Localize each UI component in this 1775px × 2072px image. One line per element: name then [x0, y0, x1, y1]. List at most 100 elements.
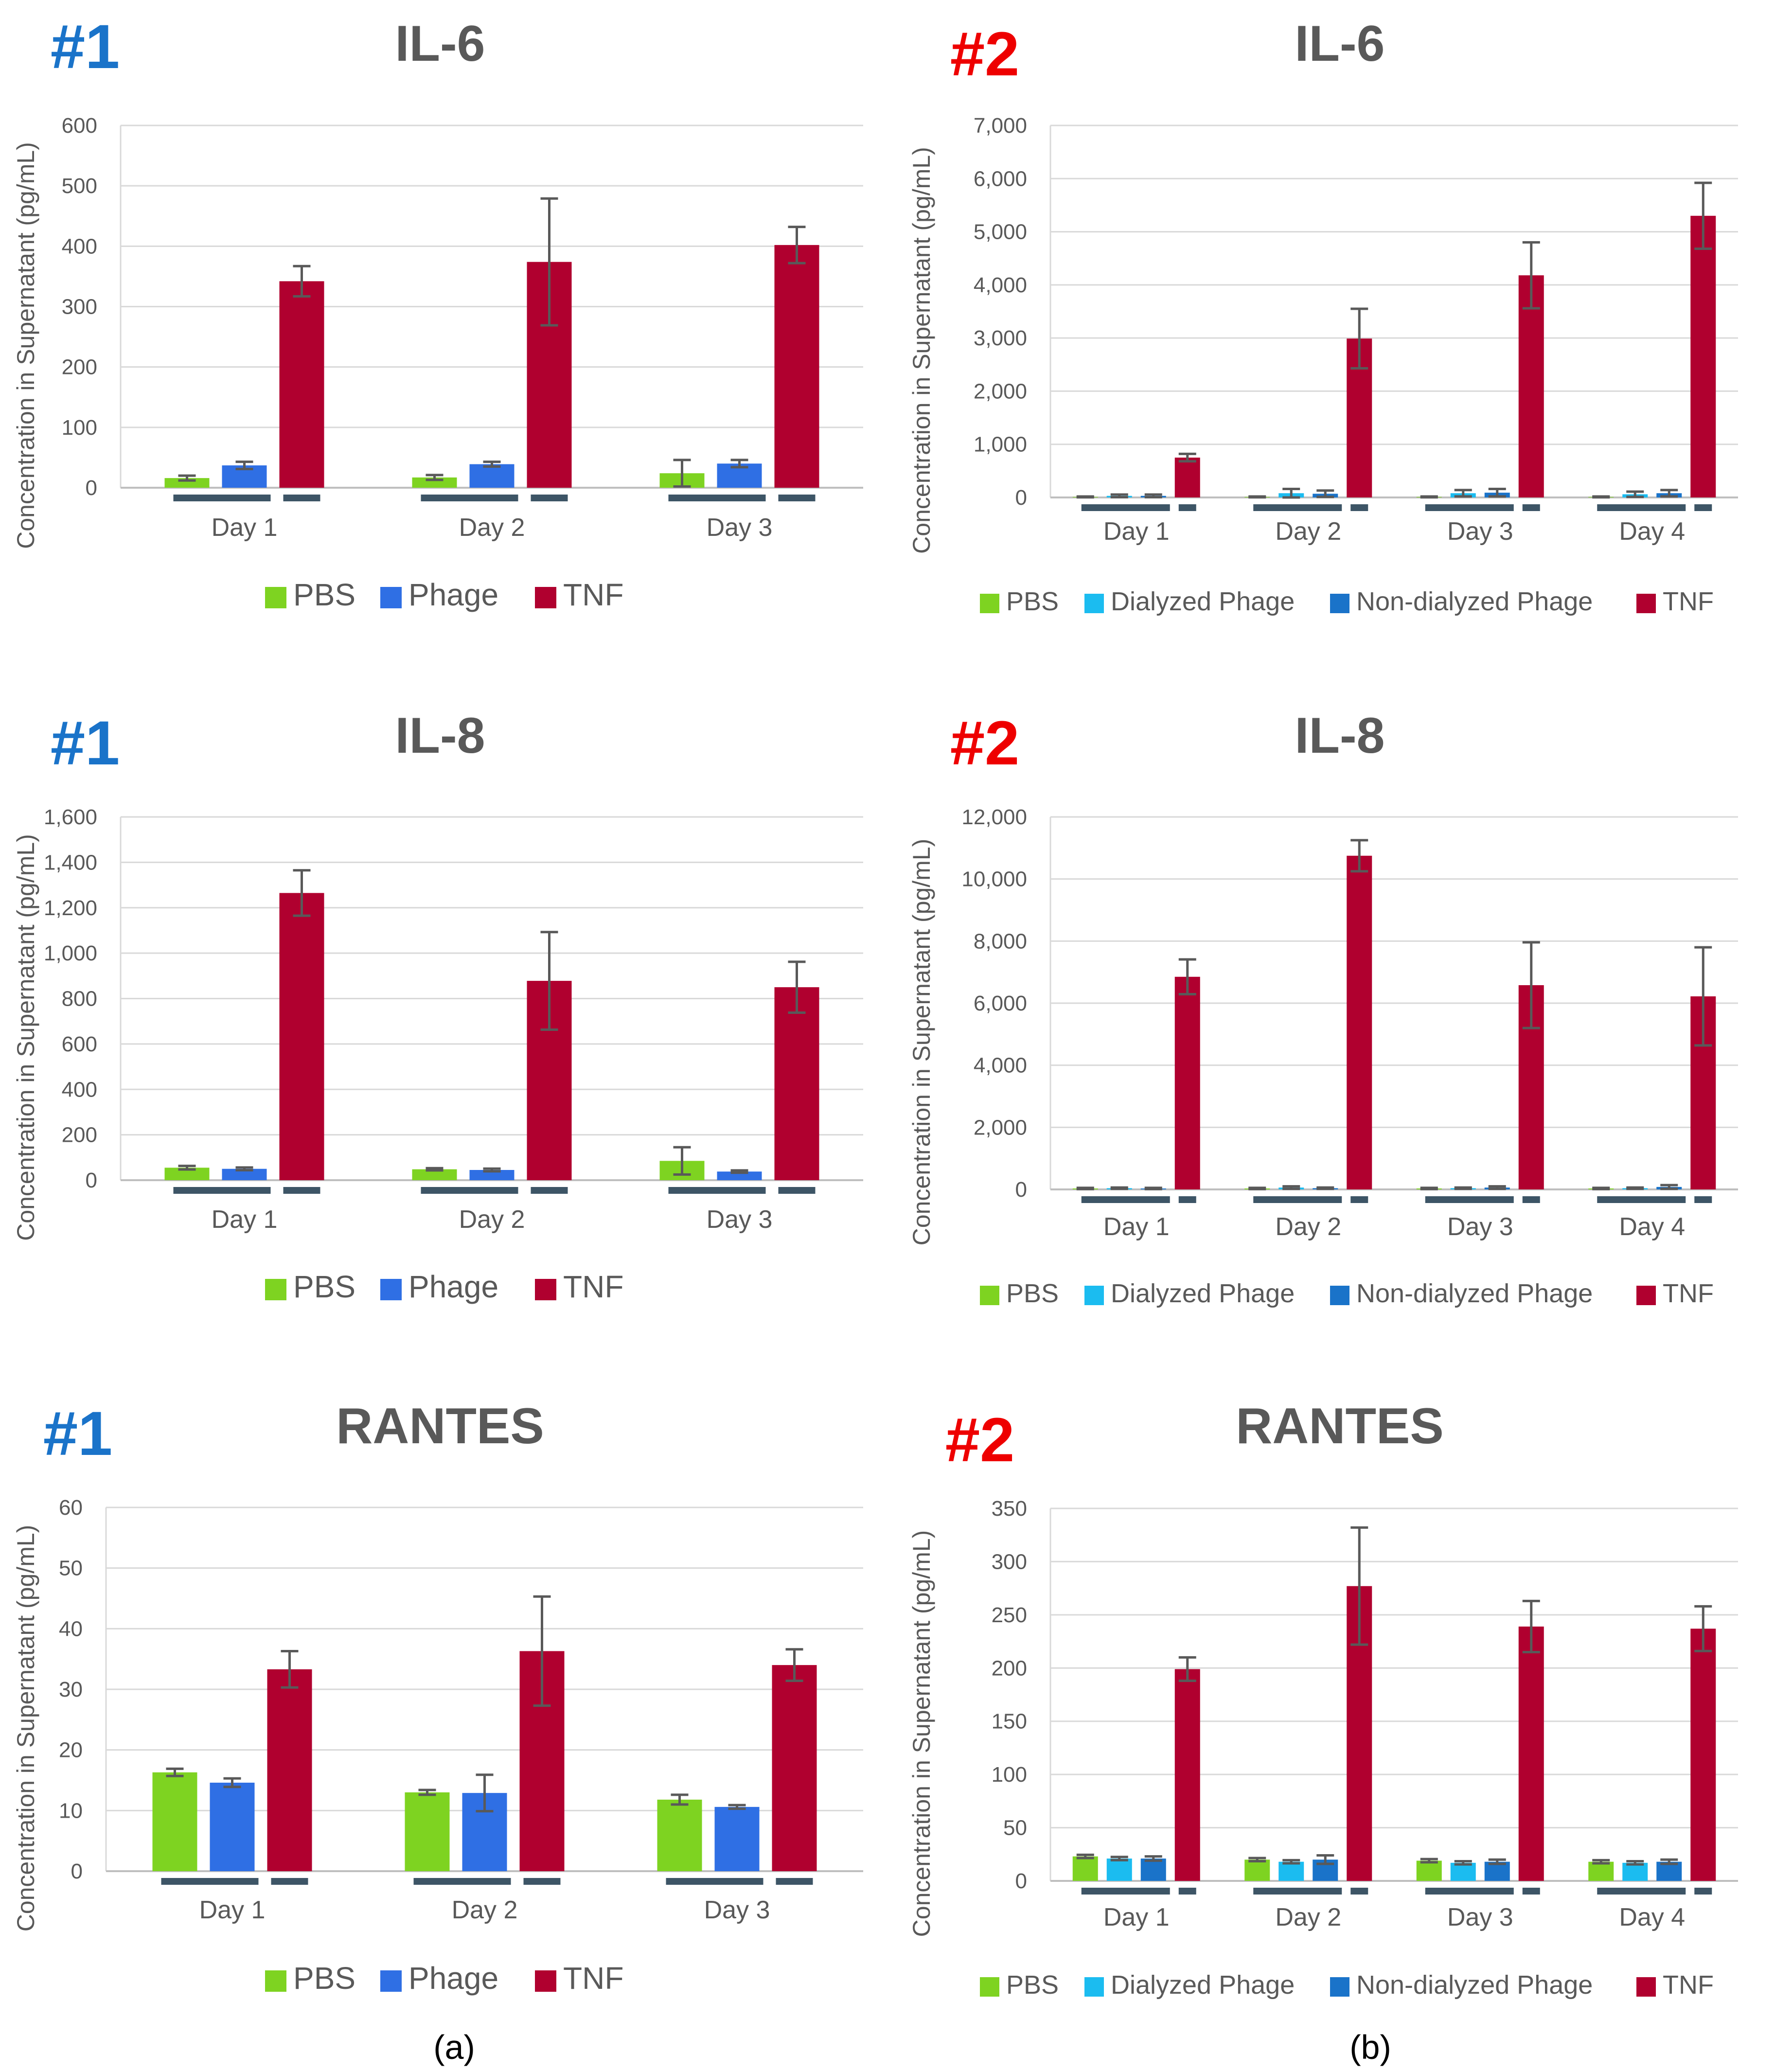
bar-tnf	[1347, 855, 1372, 1189]
bar-pbs	[412, 1169, 457, 1180]
group-marker-tnf	[1178, 1196, 1196, 1203]
group-marker-tnf	[1522, 1888, 1540, 1895]
legend-swatch-pbs	[980, 594, 999, 613]
y-tick-label: 4,000	[974, 273, 1027, 297]
y-tick-label: 5,000	[974, 220, 1027, 244]
y-tick-label: 50	[59, 1557, 83, 1580]
y-tick-label: 200	[62, 355, 97, 379]
y-tick-label: 1,600	[44, 805, 97, 829]
y-tick-label: 6,000	[974, 167, 1027, 191]
bar-pbs	[152, 1772, 197, 1871]
legend-label: TNF	[563, 1961, 623, 1996]
bar-pbs	[164, 478, 210, 488]
legend-label: PBS	[1006, 1279, 1059, 1308]
category-label: Day 4	[1619, 1903, 1685, 1931]
chart-tag: #1	[51, 708, 120, 778]
y-tick-label: 2,000	[974, 379, 1027, 403]
y-axis-label: Concentration in Supernatant (pg/mL)	[908, 1530, 935, 1937]
group-marker-tnf	[531, 1187, 568, 1194]
bar-pbs	[405, 1792, 450, 1871]
bar-tnf	[1518, 1626, 1544, 1881]
bar-tnf	[1518, 275, 1544, 497]
legend-swatch-non-dialyzed-phage	[1330, 1286, 1349, 1305]
category-label: Day 4	[1619, 517, 1685, 546]
y-tick-label: 600	[62, 114, 97, 138]
category-label: Day 1	[212, 514, 278, 542]
bar-dialyzed-phage	[1278, 1861, 1304, 1881]
legend-swatch-phage	[380, 587, 402, 608]
group-marker-control	[1253, 504, 1342, 511]
group-marker-control	[1597, 1888, 1686, 1895]
bar-pbs	[1416, 1860, 1442, 1881]
group-marker-tnf	[1178, 504, 1196, 511]
y-tick-label: 10	[59, 1799, 83, 1823]
category-label: Day 3	[1447, 1903, 1513, 1931]
category-label: Day 3	[704, 1896, 770, 1924]
bar-tnf	[1174, 458, 1200, 497]
legend-label: Dialyzed Phage	[1111, 587, 1295, 616]
bar-pbs	[657, 1799, 702, 1871]
bar-tnf	[1690, 215, 1716, 497]
category-label: Day 2	[1275, 1213, 1341, 1241]
y-tick-label: 30	[59, 1678, 83, 1701]
legend-swatch-non-dialyzed-phage	[1330, 1977, 1349, 1997]
group-marker-tnf	[1350, 504, 1368, 511]
bar-tnf	[772, 1665, 817, 1871]
category-label: Day 2	[459, 514, 525, 542]
bar-tnf	[774, 987, 819, 1180]
y-axis-label: Concentration in Supernatant (pg/mL)	[12, 1525, 39, 1932]
legend-label: PBS	[1006, 587, 1059, 616]
bar-tnf	[267, 1669, 312, 1871]
bar-phage	[717, 1171, 762, 1180]
y-tick-label: 6,000	[974, 992, 1027, 1015]
group-marker-control	[1597, 504, 1686, 511]
bar-tnf	[279, 893, 324, 1180]
legend-swatch-pbs	[980, 1977, 999, 1997]
group-marker-control	[1425, 504, 1514, 511]
group-marker-tnf	[283, 1187, 320, 1194]
y-tick-label: 800	[62, 987, 97, 1011]
legend-swatch-dialyzed-phage	[1084, 1977, 1104, 1997]
bar-dialyzed-phage	[1450, 1862, 1476, 1881]
legend-label: Phage	[408, 1269, 498, 1304]
group-marker-control	[1253, 1196, 1342, 1203]
category-label: Day 1	[1103, 1213, 1170, 1241]
bar-pbs	[1588, 1861, 1614, 1881]
group-marker-control	[421, 495, 518, 501]
legend-label: Phage	[408, 1961, 498, 1996]
bar-tnf	[1174, 1669, 1200, 1881]
legend-label: Non-dialyzed Phage	[1356, 1279, 1593, 1308]
group-marker-tnf	[1694, 1196, 1712, 1203]
group-marker-control	[173, 495, 271, 501]
group-marker-control	[1425, 1888, 1514, 1895]
y-tick-label: 100	[62, 416, 97, 440]
group-marker-tnf	[778, 1187, 816, 1194]
panel-label-b: (b)	[1349, 2028, 1391, 2066]
category-label: Day 1	[1103, 1903, 1170, 1931]
y-axis-label: Concentration in Supernatant (pg/mL)	[12, 834, 39, 1241]
y-tick-label: 0	[1015, 1869, 1027, 1893]
chart-4: #2 IL-8 0 2,000 4,000 6,000 8,000 10,000 12,000 C…	[908, 708, 1738, 1308]
legend-label: PBS	[1006, 1970, 1059, 2000]
category-label: Day 3	[1447, 517, 1513, 546]
group-marker-control	[1081, 504, 1170, 511]
bar-pbs	[412, 477, 457, 488]
category-label: Day 1	[1103, 517, 1170, 546]
y-tick-label: 0	[1015, 486, 1027, 510]
panel-label-a: (a)	[433, 2028, 475, 2066]
chart-1: #1 IL-6 0 100 200 300 400 500 600 Concentration i…	[12, 12, 863, 612]
category-label: Day 3	[707, 514, 773, 542]
group-marker-tnf	[776, 1878, 813, 1885]
legend-swatch-phage	[380, 1279, 402, 1300]
legend-label: Dialyzed Phage	[1111, 1279, 1295, 1308]
legend-swatch-pbs	[980, 1286, 999, 1305]
y-tick-label: 4,000	[974, 1054, 1027, 1078]
bar-tnf	[279, 281, 324, 488]
legend-label: Dialyzed Phage	[1111, 1970, 1295, 2000]
legend-label: TNF	[563, 577, 623, 612]
legend-swatch-tnf	[535, 1279, 556, 1300]
bar-dialyzed-phage	[1106, 1859, 1132, 1881]
group-marker-tnf	[1522, 1196, 1540, 1203]
chart-title: IL-8	[395, 708, 485, 764]
